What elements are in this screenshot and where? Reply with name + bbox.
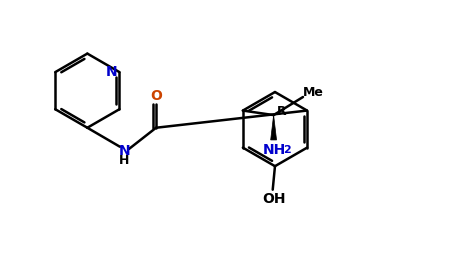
Text: N: N [106, 65, 117, 79]
Text: 2: 2 [283, 145, 291, 155]
Text: NH: NH [263, 143, 286, 157]
Text: H: H [119, 154, 130, 167]
Polygon shape [271, 115, 277, 140]
Text: OH: OH [262, 192, 285, 206]
Text: R: R [277, 105, 286, 118]
Text: Me: Me [303, 86, 324, 99]
Text: N: N [119, 144, 130, 158]
Text: O: O [150, 89, 162, 103]
